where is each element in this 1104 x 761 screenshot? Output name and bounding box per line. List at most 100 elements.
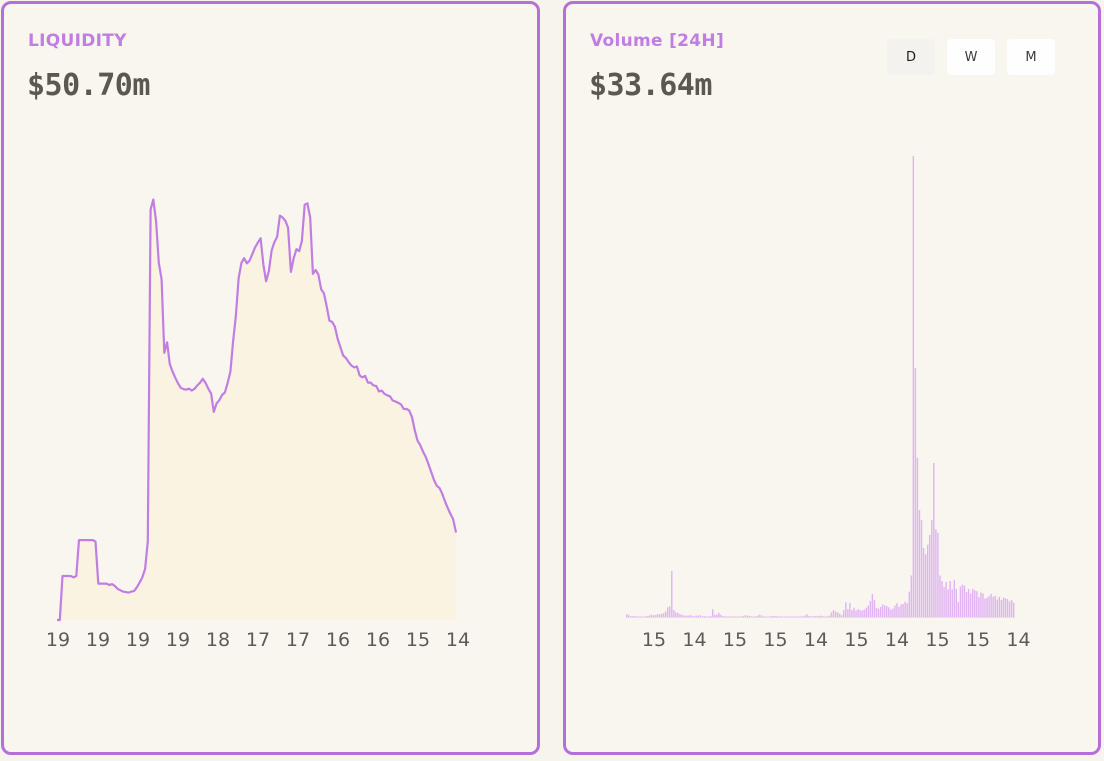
volume-bar <box>767 616 769 617</box>
volume-bar <box>898 606 900 617</box>
volume-x-tick-label: 14 <box>682 629 706 651</box>
volume-bar <box>720 614 722 618</box>
liquidity-chart: 19 19 19 19 18 17 17 16 16 15 14 <box>46 198 470 651</box>
volume-bar <box>699 615 702 617</box>
volume-bar <box>759 614 761 618</box>
volume-bar <box>679 614 681 617</box>
volume-bar <box>886 605 888 617</box>
volume-bar <box>931 520 933 617</box>
volume-bar <box>972 588 974 617</box>
volume-bar <box>904 601 906 617</box>
volume-bar <box>648 615 650 617</box>
volume-bar <box>716 614 718 618</box>
volume-bar <box>859 610 861 618</box>
volume-bar <box>757 615 759 617</box>
volume-bar <box>662 613 665 617</box>
volume-bar <box>847 609 849 617</box>
volume-bar <box>939 575 941 617</box>
volume-bar <box>853 607 855 617</box>
volume-bar <box>890 609 892 617</box>
volume-bar <box>982 593 984 617</box>
volume-bar <box>785 616 788 617</box>
volume-bar <box>896 603 898 617</box>
volume-bar <box>775 616 777 617</box>
liquidity-area <box>57 199 456 620</box>
volume-bar <box>795 616 798 617</box>
timeframe-month-button[interactable]: M <box>1007 39 1055 75</box>
volume-bar <box>714 614 716 618</box>
volume-x-tick-label: 15 <box>925 629 949 651</box>
volume-bar <box>750 616 753 617</box>
liquidity-x-tick-label: 16 <box>366 629 390 651</box>
volume-bar <box>779 616 781 617</box>
volume-bar <box>986 597 988 617</box>
volume-bar <box>761 615 763 617</box>
volume-bar <box>914 368 917 617</box>
volume-bar <box>689 615 691 617</box>
volume-bar <box>724 616 726 617</box>
liquidity-x-tick-label: 19 <box>86 629 110 651</box>
volume-bar <box>754 616 757 617</box>
volume-bar <box>976 591 978 617</box>
volume-bar <box>771 616 773 617</box>
volume-title: Volume [24H] <box>590 31 725 51</box>
volume-bar <box>738 616 741 617</box>
volume-bar <box>808 616 810 617</box>
volume-x-tick-label: 15 <box>642 629 666 651</box>
volume-bar <box>773 616 775 617</box>
volume-bar <box>918 510 921 617</box>
volume-bar <box>806 614 808 617</box>
liquidity-x-tick-label: 17 <box>246 629 270 651</box>
volume-bar <box>652 615 655 617</box>
volume-bar <box>658 614 661 617</box>
volume-bar <box>675 612 677 617</box>
volume-bar <box>810 616 812 617</box>
volume-bar <box>632 616 634 617</box>
volume-bar <box>638 616 640 617</box>
volume-bar <box>843 610 845 618</box>
volume-bar <box>949 581 951 617</box>
volume-bar <box>937 532 939 617</box>
volume-bar <box>687 615 689 617</box>
volume-bar <box>800 616 802 617</box>
volume-bar <box>836 612 839 617</box>
volume-bar <box>709 616 712 617</box>
volume-bar <box>742 616 745 617</box>
liquidity-x-tick-label: 16 <box>326 629 350 651</box>
volume-bar <box>855 610 857 617</box>
volume-bar <box>879 606 882 617</box>
volume-bar <box>685 615 687 617</box>
volume-bar <box>951 589 953 617</box>
volume-bar <box>646 616 648 617</box>
volume-bar <box>881 604 884 617</box>
volume-bar <box>722 616 724 617</box>
volume-bar <box>668 606 671 617</box>
volume-x-tick-label: 14 <box>885 629 909 651</box>
liquidity-value: $50.70m <box>27 68 150 103</box>
timeframe-day-button[interactable]: D <box>887 39 935 75</box>
volume-bar <box>961 584 964 617</box>
volume-bar <box>888 607 890 617</box>
liquidity-x-tick-label: 15 <box>406 629 430 651</box>
timeframe-selector: D W M <box>887 39 1055 75</box>
liquidity-x-tick-label: 18 <box>206 629 230 651</box>
volume-bar <box>777 616 779 617</box>
volume-bar <box>781 616 784 617</box>
volume-x-tick-label: 15 <box>966 629 990 651</box>
volume-bar <box>1012 602 1015 617</box>
volume-bar <box>728 616 730 617</box>
volume-bar <box>626 614 628 617</box>
volume-bar <box>793 616 796 617</box>
volume-bar <box>933 463 935 617</box>
volume-x-tick-label: 15 <box>723 629 747 651</box>
volume-bar <box>736 616 738 617</box>
volume-bar <box>969 593 972 617</box>
volume-bar <box>959 586 962 617</box>
volume-bar <box>980 592 982 617</box>
volume-bar <box>830 612 833 617</box>
volume-bar <box>701 616 704 617</box>
volume-bar <box>732 616 734 617</box>
timeframe-week-button[interactable]: W <box>947 39 995 75</box>
volume-bar <box>967 588 970 617</box>
liquidity-x-tick-label: 19 <box>46 629 70 651</box>
